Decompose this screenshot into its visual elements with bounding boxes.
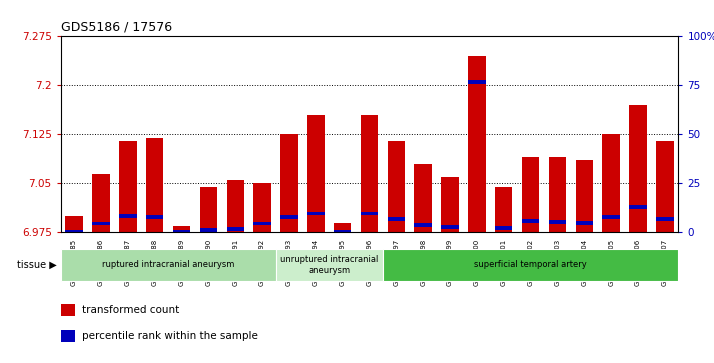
Bar [361, 115, 378, 232]
Bar [441, 225, 459, 229]
Bar [629, 205, 647, 209]
Bar [414, 164, 432, 232]
Bar [603, 215, 620, 219]
Bar [146, 215, 164, 219]
Bar [334, 223, 351, 232]
Text: superficial temporal artery: superficial temporal artery [474, 261, 587, 269]
Text: tissue ▶: tissue ▶ [17, 260, 57, 270]
Bar [575, 160, 593, 232]
Bar [61, 304, 75, 317]
Bar [549, 220, 566, 224]
Bar [280, 215, 298, 219]
Bar [253, 221, 271, 225]
Text: unruptured intracranial
aneurysm: unruptured intracranial aneurysm [280, 255, 378, 275]
Bar [61, 330, 75, 342]
Bar [66, 216, 83, 232]
Bar [119, 214, 136, 218]
Text: GDS5186 / 17576: GDS5186 / 17576 [61, 21, 172, 34]
Bar [200, 228, 217, 232]
Bar [146, 138, 164, 232]
Bar [656, 217, 673, 221]
Bar [173, 226, 190, 232]
Bar [575, 221, 593, 225]
Bar [388, 141, 405, 232]
Bar [441, 177, 459, 232]
Bar [334, 230, 351, 234]
Bar [603, 134, 620, 232]
Bar [383, 249, 678, 281]
Bar [468, 56, 486, 232]
Bar [549, 157, 566, 232]
Bar [226, 227, 244, 231]
Bar [468, 80, 486, 84]
Bar [253, 183, 271, 232]
Bar [119, 141, 136, 232]
Bar [361, 212, 378, 216]
Bar [92, 221, 110, 225]
Bar [276, 249, 383, 281]
Bar [200, 187, 217, 232]
Bar [414, 224, 432, 227]
Bar [495, 187, 513, 232]
Text: ruptured intracranial aneurysm: ruptured intracranial aneurysm [102, 261, 234, 269]
Bar [173, 230, 190, 234]
Bar [66, 230, 83, 234]
Bar [280, 134, 298, 232]
Bar [388, 217, 405, 221]
Bar [522, 219, 539, 223]
Bar [629, 105, 647, 232]
Bar [495, 226, 513, 230]
Text: transformed count: transformed count [82, 305, 179, 315]
Bar [307, 115, 325, 232]
Bar [522, 157, 539, 232]
Bar [656, 141, 673, 232]
Text: percentile rank within the sample: percentile rank within the sample [82, 331, 258, 341]
Bar [61, 249, 276, 281]
Bar [92, 174, 110, 232]
Bar [226, 180, 244, 232]
Bar [307, 212, 325, 216]
